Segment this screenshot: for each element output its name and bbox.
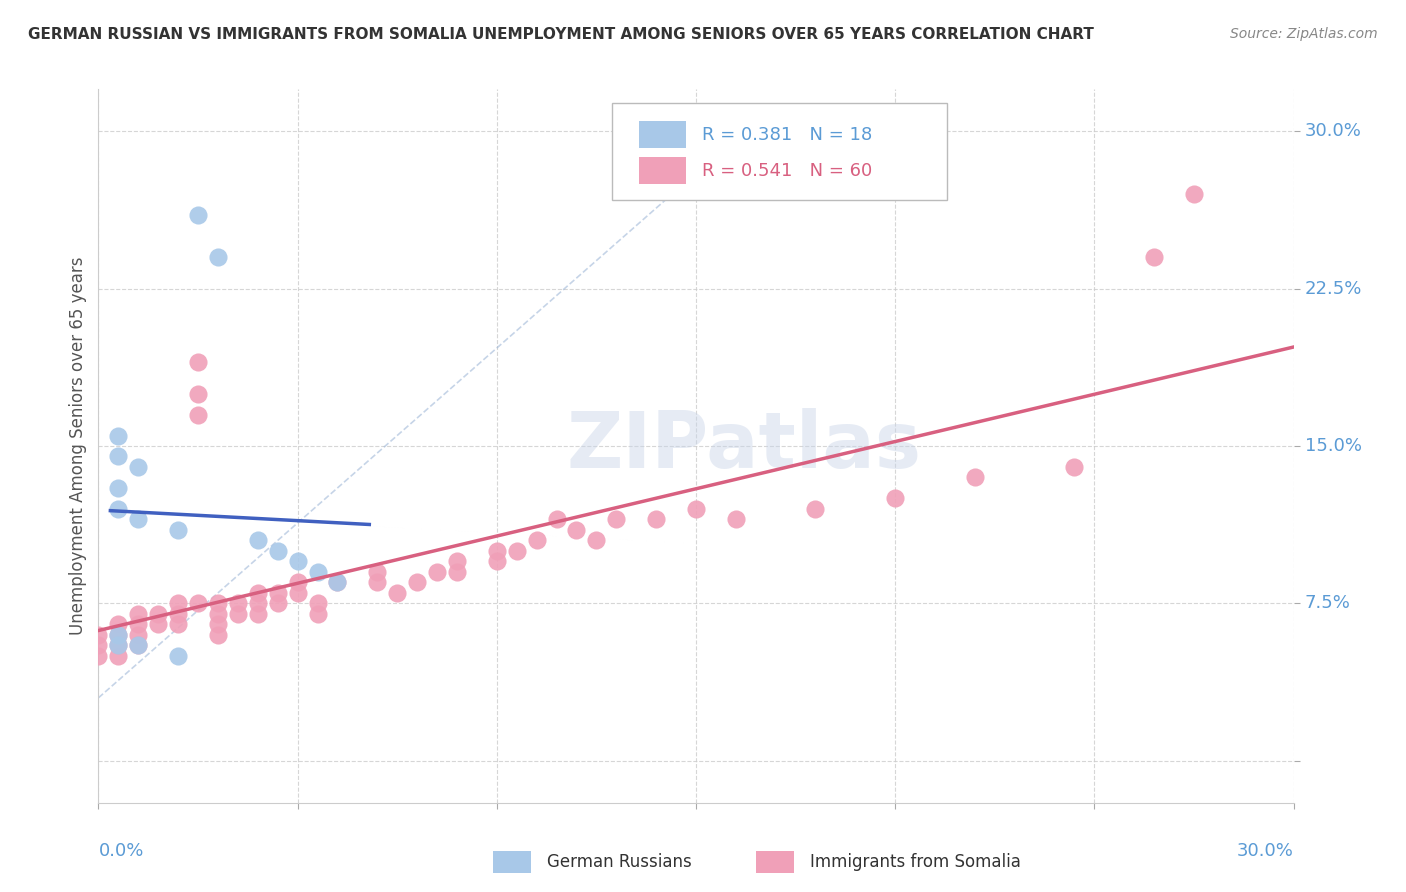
Point: [724, 512, 747, 526]
Point: [87, 628, 110, 642]
Point: [1182, 187, 1205, 202]
Point: [1063, 460, 1085, 475]
Point: [207, 607, 229, 621]
Point: [326, 575, 349, 590]
Text: 7.5%: 7.5%: [1305, 594, 1351, 613]
Point: [326, 575, 349, 590]
Point: [685, 502, 707, 516]
Point: [246, 533, 269, 548]
Point: [366, 575, 388, 590]
Point: [366, 565, 388, 579]
Point: [87, 639, 110, 653]
Point: [167, 607, 190, 621]
Point: [804, 502, 827, 516]
Point: [148, 617, 170, 632]
Point: [485, 544, 508, 558]
Point: [307, 565, 329, 579]
Point: [246, 586, 269, 600]
Point: [187, 408, 209, 422]
Point: [107, 639, 129, 653]
FancyBboxPatch shape: [494, 851, 531, 872]
Point: [127, 639, 149, 653]
Point: [267, 586, 290, 600]
Point: [287, 586, 309, 600]
Point: [167, 523, 190, 537]
FancyBboxPatch shape: [638, 121, 686, 148]
Point: [87, 648, 110, 663]
Point: [107, 450, 129, 464]
Point: [446, 565, 468, 579]
Text: R = 0.541   N = 60: R = 0.541 N = 60: [702, 161, 872, 179]
Text: Immigrants from Somalia: Immigrants from Somalia: [810, 853, 1021, 871]
Point: [406, 575, 429, 590]
Point: [167, 596, 190, 610]
Point: [107, 617, 129, 632]
Point: [546, 512, 568, 526]
Point: [167, 648, 190, 663]
Text: 30.0%: 30.0%: [1305, 122, 1361, 140]
Point: [107, 628, 129, 642]
Point: [107, 628, 129, 642]
Point: [884, 491, 907, 506]
Y-axis label: Unemployment Among Seniors over 65 years: Unemployment Among Seniors over 65 years: [69, 257, 87, 635]
Text: Source: ZipAtlas.com: Source: ZipAtlas.com: [1230, 27, 1378, 41]
Point: [207, 596, 229, 610]
Point: [267, 596, 290, 610]
Point: [267, 544, 290, 558]
Point: [585, 533, 607, 548]
Point: [287, 575, 309, 590]
FancyBboxPatch shape: [612, 103, 946, 200]
Point: [506, 544, 529, 558]
Point: [127, 639, 149, 653]
Point: [107, 428, 129, 442]
Text: 15.0%: 15.0%: [1305, 437, 1361, 455]
Point: [127, 460, 149, 475]
Point: [226, 607, 249, 621]
Point: [107, 481, 129, 495]
Point: [207, 628, 229, 642]
Point: [187, 386, 209, 401]
Text: 0.0%: 0.0%: [98, 842, 143, 860]
Point: [226, 596, 249, 610]
Text: GERMAN RUSSIAN VS IMMIGRANTS FROM SOMALIA UNEMPLOYMENT AMONG SENIORS OVER 65 YEA: GERMAN RUSSIAN VS IMMIGRANTS FROM SOMALI…: [28, 27, 1094, 42]
Point: [246, 596, 269, 610]
Text: 30.0%: 30.0%: [1237, 842, 1294, 860]
Point: [287, 554, 309, 568]
Point: [107, 502, 129, 516]
Point: [127, 607, 149, 621]
Point: [426, 565, 449, 579]
Point: [187, 596, 209, 610]
Point: [565, 523, 588, 537]
Point: [148, 607, 170, 621]
Point: [307, 607, 329, 621]
Text: R = 0.381   N = 18: R = 0.381 N = 18: [702, 126, 872, 144]
Point: [207, 617, 229, 632]
Point: [307, 596, 329, 610]
Point: [107, 648, 129, 663]
Point: [127, 512, 149, 526]
Point: [526, 533, 548, 548]
Point: [107, 639, 129, 653]
Point: [167, 617, 190, 632]
Point: [1143, 250, 1166, 264]
Point: [385, 586, 409, 600]
Point: [485, 554, 508, 568]
Point: [963, 470, 986, 484]
FancyBboxPatch shape: [756, 851, 794, 872]
Point: [187, 355, 209, 369]
FancyBboxPatch shape: [638, 157, 686, 184]
Point: [645, 512, 668, 526]
Point: [605, 512, 627, 526]
Point: [246, 607, 269, 621]
Point: [207, 250, 229, 264]
Text: ZIPatlas: ZIPatlas: [567, 408, 921, 484]
Point: [127, 628, 149, 642]
Text: German Russians: German Russians: [547, 853, 692, 871]
Point: [127, 617, 149, 632]
Point: [446, 554, 468, 568]
Text: 22.5%: 22.5%: [1305, 279, 1362, 298]
Point: [187, 208, 209, 222]
